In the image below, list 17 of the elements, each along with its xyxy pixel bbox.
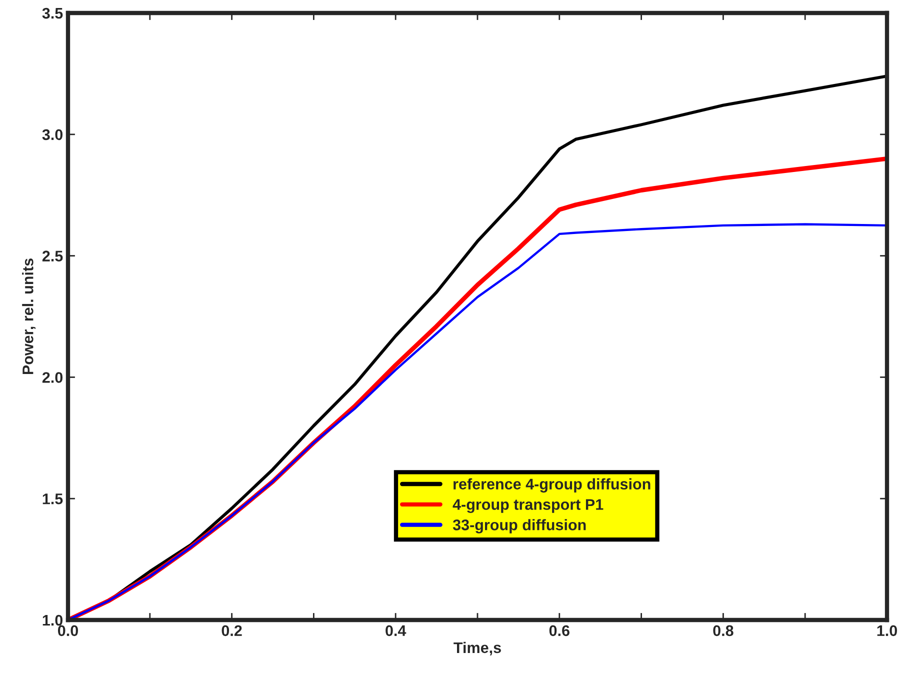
legend-label: 4-group transport P1 [452,499,604,513]
y-tick-label: 2.5 [42,250,63,262]
y-tick-label: 3.5 [42,8,63,19]
y-axis-title: Power, rel. units [22,258,36,374]
y-tick-label: 1.0 [42,614,63,626]
x-tick-label: 0.4 [386,625,406,636]
x-tick-label: 0.0 [58,625,78,636]
x-tick-label: 1.0 [877,625,897,636]
x-tick-label: 0.8 [713,625,734,636]
y-tick-label: 2.0 [42,372,63,383]
y-tick-label: 3.0 [42,129,63,140]
x-tick-label: 0.6 [549,625,570,636]
legend-label: reference 4-group diffusion [454,478,650,493]
x-tick-label: 0.2 [222,625,242,636]
legend-label: 33-group diffusion [452,519,586,534]
x-axis-title: Time,s [454,642,501,656]
y-tick-label: 1.5 [42,494,63,504]
